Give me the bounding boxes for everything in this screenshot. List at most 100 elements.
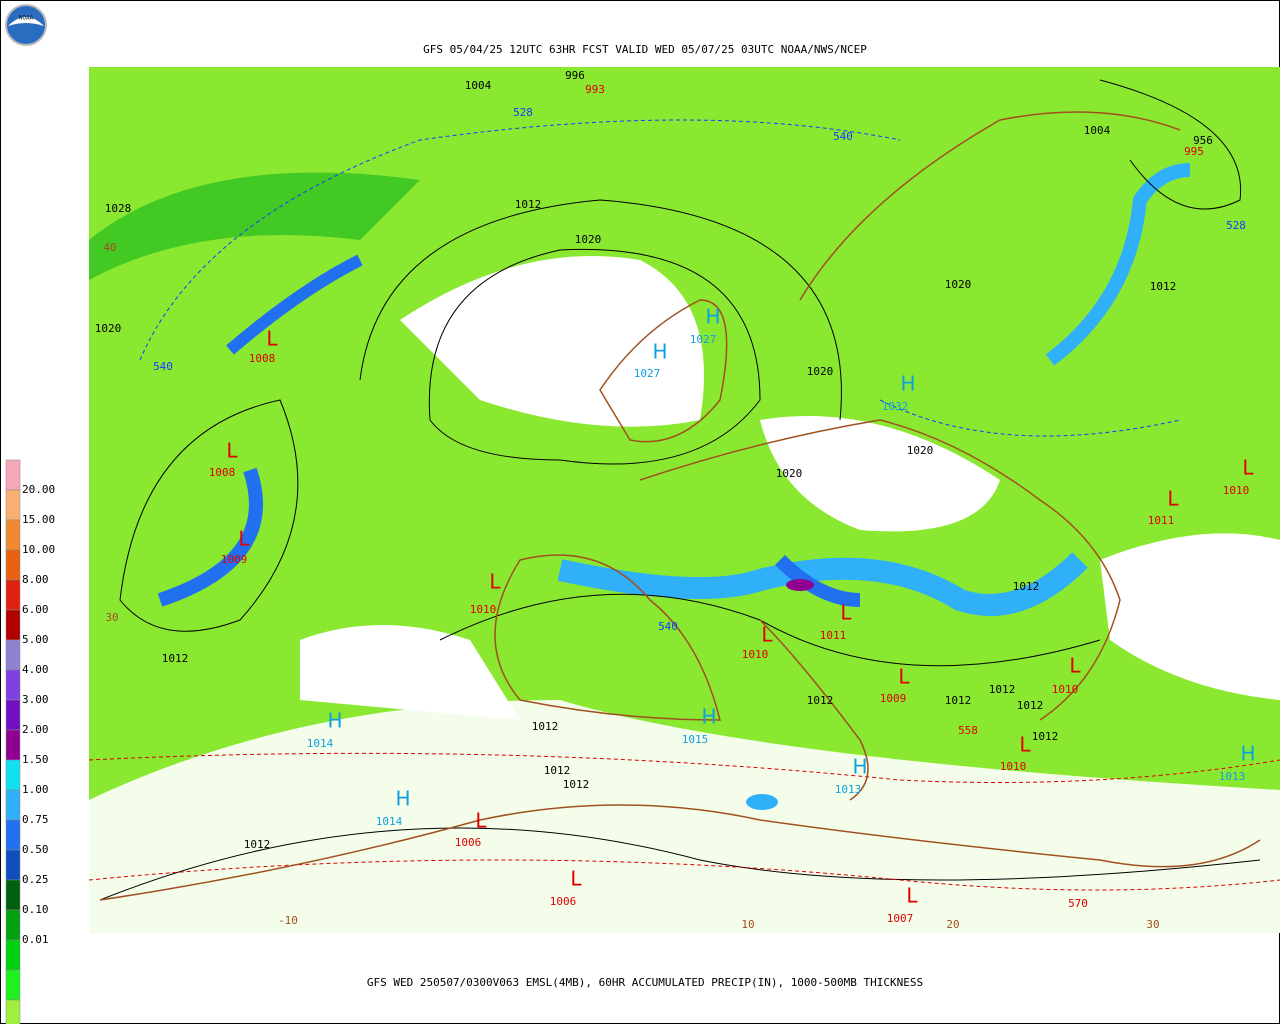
dry-area <box>1100 533 1280 700</box>
contour-label: 1006 <box>455 836 482 849</box>
legend-swatch <box>5 459 21 491</box>
pressure-center: L <box>238 527 250 551</box>
legend-swatch <box>5 609 21 641</box>
legend-swatch <box>5 759 21 791</box>
noaa-logo: NOAA <box>5 4 47 46</box>
legend-swatch <box>5 849 21 881</box>
contour-label: 10 <box>741 918 754 931</box>
pressure-center: L <box>489 570 501 594</box>
pressure-center: L <box>226 439 238 463</box>
contour-label: 1012 <box>162 652 189 665</box>
contour-label: 1010 <box>1223 484 1250 497</box>
legend-swatch <box>5 909 21 941</box>
contour-label: -10 <box>278 914 298 927</box>
contour-label: 570 <box>1068 897 1088 910</box>
contour-label: 1028 <box>105 202 132 215</box>
legend-label: 8.00 <box>22 573 49 586</box>
legend-label: 0.75 <box>22 813 49 826</box>
pressure-center: L <box>840 601 852 625</box>
legend-label: 15.00 <box>22 513 55 526</box>
contour-label: 1012 <box>515 198 542 211</box>
contour-label: 1011 <box>1148 514 1175 527</box>
legend-label: 4.00 <box>22 663 49 676</box>
contour-label: 540 <box>153 360 173 373</box>
contour-label: 1012 <box>544 764 571 777</box>
pressure-center: L <box>266 327 278 351</box>
precip-band <box>1045 163 1191 366</box>
contour-label: 1012 <box>807 694 834 707</box>
contour-label: 1010 <box>1052 683 1079 696</box>
contour-label: 30 <box>1146 918 1159 931</box>
contour-label: 1012 <box>945 694 972 707</box>
contour-label: 1011 <box>820 629 847 642</box>
pressure-center: L <box>1019 733 1031 757</box>
legend-label: 20.00 <box>22 483 55 496</box>
legend-swatch <box>5 819 21 851</box>
precip-legend: 20.00 15.00 10.00 8.00 6.00 5.00 4.00 3.00 2.00 1… <box>5 459 55 1028</box>
contour-label: 1020 <box>807 365 834 378</box>
legend-swatch <box>5 639 21 671</box>
legend-label: 6.00 <box>22 603 49 616</box>
contour-label: 956 <box>1193 134 1213 147</box>
contour-label: 1012 <box>563 778 590 791</box>
precip-cell <box>746 794 778 810</box>
contour-label: 995 <box>1184 145 1204 158</box>
precip-max <box>786 579 814 591</box>
legend-label: 1.50 <box>22 753 49 766</box>
contour-label: 40 <box>103 241 116 254</box>
pressure-center: L <box>570 867 582 891</box>
legend-label: 1.00 <box>22 783 49 796</box>
dry-area <box>760 416 1000 532</box>
pressure-center: H <box>701 705 716 729</box>
contour-label: 1027 <box>690 333 717 346</box>
contour-label: 30 <box>105 611 118 624</box>
contour-label: 1013 <box>1219 770 1246 783</box>
contour-label: 1010 <box>742 648 769 661</box>
contour-label: 20 <box>946 918 959 931</box>
legend-swatch <box>5 969 21 1001</box>
logo-text: NOAA <box>19 15 34 22</box>
contour-label: 1012 <box>1013 580 1040 593</box>
pressure-center: H <box>395 787 410 811</box>
contour-label: 540 <box>833 130 853 143</box>
pressure-center: H <box>705 305 720 329</box>
footer-caption: GFS WED 250507/0300V063 EMSL(4MB), 60HR … <box>367 976 923 989</box>
contour-label: 1009 <box>221 553 248 566</box>
legend-swatch <box>5 489 21 521</box>
legend-label: 3.00 <box>22 693 49 706</box>
contour-label: 1014 <box>307 737 334 750</box>
pressure-center: H <box>652 340 667 364</box>
contour-label: 1020 <box>945 278 972 291</box>
precip-band <box>557 552 1088 616</box>
legend-swatch <box>5 729 21 761</box>
contour-label: 1004 <box>1084 124 1111 137</box>
pressure-center: H <box>900 372 915 396</box>
pressure-center: L <box>1242 456 1254 480</box>
contour-label: 1007 <box>887 912 914 925</box>
legend-swatch <box>5 999 21 1028</box>
pressure-center: H <box>1240 742 1255 766</box>
legend-swatch <box>5 879 21 911</box>
precip-band <box>775 555 861 607</box>
contour-label: 528 <box>513 106 533 119</box>
contour-label: 540 <box>658 620 678 633</box>
contour-label: 1010 <box>470 603 497 616</box>
contour-label: 1009 <box>880 692 907 705</box>
contour-label: 1012 <box>532 720 559 733</box>
legend-label: 5.00 <box>22 633 49 646</box>
contour-label: 1020 <box>575 233 602 246</box>
contour-label: 1012 <box>1032 730 1059 743</box>
legend-swatch <box>5 699 21 731</box>
coastlines <box>99 111 1261 901</box>
pressure-center: L <box>475 809 487 833</box>
legend-label: 0.01 <box>22 933 49 946</box>
legend-label: 0.50 <box>22 843 49 856</box>
thickness-lines <box>139 119 1181 437</box>
contour-label: 1014 <box>376 815 403 828</box>
contour-label: 1012 <box>989 683 1016 696</box>
precip-band <box>157 467 263 607</box>
contour-label: 996 <box>565 69 585 82</box>
contour-label: 993 <box>585 83 605 96</box>
